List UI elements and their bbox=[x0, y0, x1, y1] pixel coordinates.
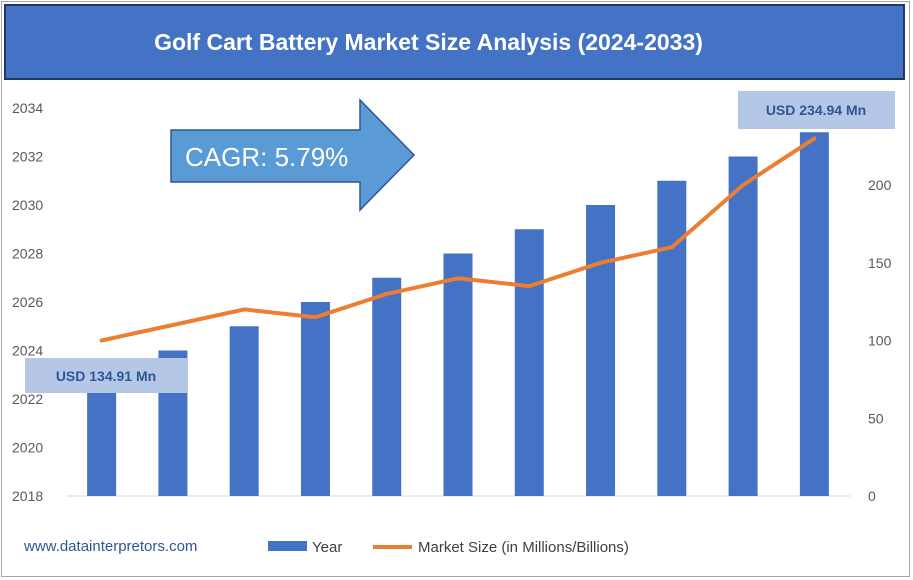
end-callout-text: USD 234.94 Mn bbox=[766, 102, 866, 118]
website-link[interactable]: www.datainterpretors.com bbox=[23, 538, 197, 555]
cagr-label: CAGR: 5.79% bbox=[185, 142, 348, 172]
bar bbox=[372, 277, 402, 496]
right-tick-label: 150 bbox=[868, 255, 892, 271]
legend: Year Market Size (in Millions/Billions) bbox=[268, 539, 629, 556]
legend-bar-label: Year bbox=[312, 539, 342, 556]
end-callout-box bbox=[738, 91, 895, 129]
start-value-callout: USD 134.91 Mn bbox=[25, 358, 187, 393]
left-tick-label: 2020 bbox=[12, 440, 43, 456]
bar bbox=[514, 229, 544, 496]
bar bbox=[300, 302, 330, 496]
bar bbox=[87, 374, 117, 496]
legend-line-label: Market Size (in Millions/Billions) bbox=[418, 539, 629, 556]
left-tick-label: 2034 bbox=[12, 100, 43, 116]
bar bbox=[728, 156, 758, 496]
left-tick-label: 2026 bbox=[12, 294, 43, 310]
bar bbox=[443, 253, 473, 496]
legend-bar-swatch bbox=[268, 541, 307, 551]
right-tick-label: 100 bbox=[868, 333, 892, 349]
left-tick-label: 2032 bbox=[12, 149, 43, 165]
cagr-arrow: CAGR: 5.79% bbox=[170, 98, 416, 212]
start-callout-box bbox=[25, 358, 187, 393]
title-banner: Golf Cart Battery Market Size Analysis (… bbox=[4, 4, 905, 80]
line-series bbox=[99, 136, 817, 343]
end-value-callout: USD 234.94 Mn bbox=[738, 91, 895, 129]
left-tick-label: 2018 bbox=[12, 488, 43, 504]
left-tick-label: 2028 bbox=[12, 246, 43, 262]
left-tick-label: 2024 bbox=[12, 343, 43, 359]
right-tick-label: 200 bbox=[868, 177, 892, 193]
left-tick-label: 2022 bbox=[12, 391, 43, 407]
bar bbox=[586, 205, 616, 496]
bar bbox=[229, 326, 259, 496]
bar bbox=[657, 180, 687, 496]
bar-series bbox=[87, 132, 829, 496]
chart-title: Golf Cart Battery Market Size Analysis (… bbox=[154, 28, 703, 55]
right-axis: 0 50 100 150 200 bbox=[868, 177, 892, 504]
bar bbox=[799, 132, 829, 496]
left-tick-label: 2030 bbox=[12, 197, 43, 213]
start-callout-text: USD 134.91 Mn bbox=[56, 368, 156, 384]
right-tick-label: 50 bbox=[868, 410, 884, 426]
right-tick-label: 0 bbox=[868, 488, 876, 504]
left-axis: 2018 2020 2022 2024 2026 2028 2030 2032 2034 bbox=[12, 100, 850, 504]
